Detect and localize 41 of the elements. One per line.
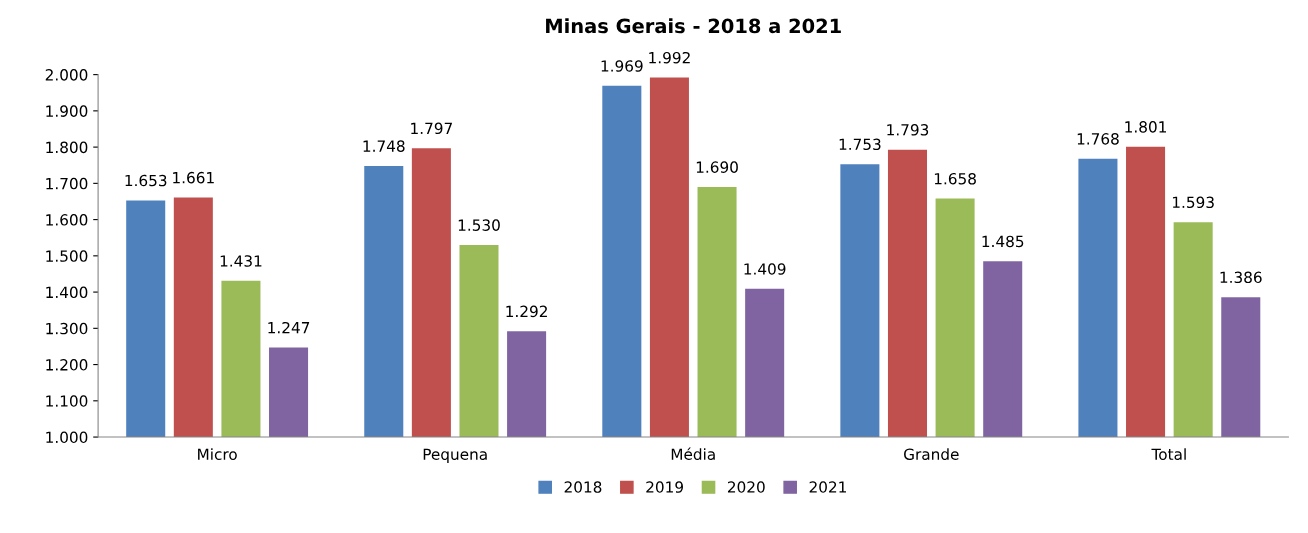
- x-tick-label: Pequena: [423, 448, 487, 463]
- data-label: 1.690: [696, 161, 738, 173]
- y-tick-label: 1.200: [46, 359, 88, 371]
- data-label: 1.431: [220, 255, 262, 267]
- data-label: 1.661: [173, 171, 214, 184]
- x-tick-label: Grande: [904, 448, 959, 460]
- data-label: 1.793: [887, 124, 929, 136]
- data-label: 1.292: [506, 305, 547, 318]
- data-label: 1.768: [1077, 133, 1119, 145]
- y-tick-label: 1.100: [46, 395, 88, 407]
- data-label: 1.247: [268, 321, 310, 334]
- legend-label: 2019: [646, 481, 683, 493]
- data-label: 1.753: [839, 138, 881, 151]
- y-tick-label: 1.000: [46, 431, 88, 444]
- data-label: 1.658: [934, 172, 976, 185]
- x-tick-label: Média: [671, 447, 715, 460]
- y-tick-label: 1.300: [46, 322, 88, 335]
- y-tick-label: 1.600: [46, 214, 88, 226]
- data-label: 1.653: [125, 174, 167, 187]
- data-label: 1.485: [982, 235, 1024, 248]
- data-label: 1.530: [458, 219, 500, 231]
- y-tick-label: 1.500: [46, 250, 88, 262]
- data-label: 1.969: [601, 60, 643, 72]
- y-tick-label: 1.900: [46, 105, 88, 117]
- data-label: 1.992: [649, 51, 690, 64]
- x-tick-label: Total: [1151, 448, 1186, 460]
- legend-label: 2020: [727, 481, 765, 493]
- data-label: 1.409: [744, 263, 786, 275]
- data-label: 1.593: [1172, 196, 1214, 209]
- y-tick-label: 1.700: [46, 177, 88, 190]
- legend-label: 2018: [564, 481, 602, 493]
- data-label: 1.748: [363, 140, 405, 152]
- y-tick-label: 2.000: [45, 69, 88, 81]
- chart-title: Minas Gerais - 2018 a 2021: [546, 18, 841, 34]
- data-label: 1.386: [1220, 271, 1262, 284]
- data-label: 1.801: [1125, 121, 1166, 133]
- data-label: 1.797: [411, 122, 452, 135]
- y-tick-label: 1.400: [46, 286, 88, 299]
- legend-label: 2021: [809, 481, 846, 493]
- y-tick-label: 1.800: [46, 141, 88, 154]
- x-tick-label: Micro: [198, 448, 237, 460]
